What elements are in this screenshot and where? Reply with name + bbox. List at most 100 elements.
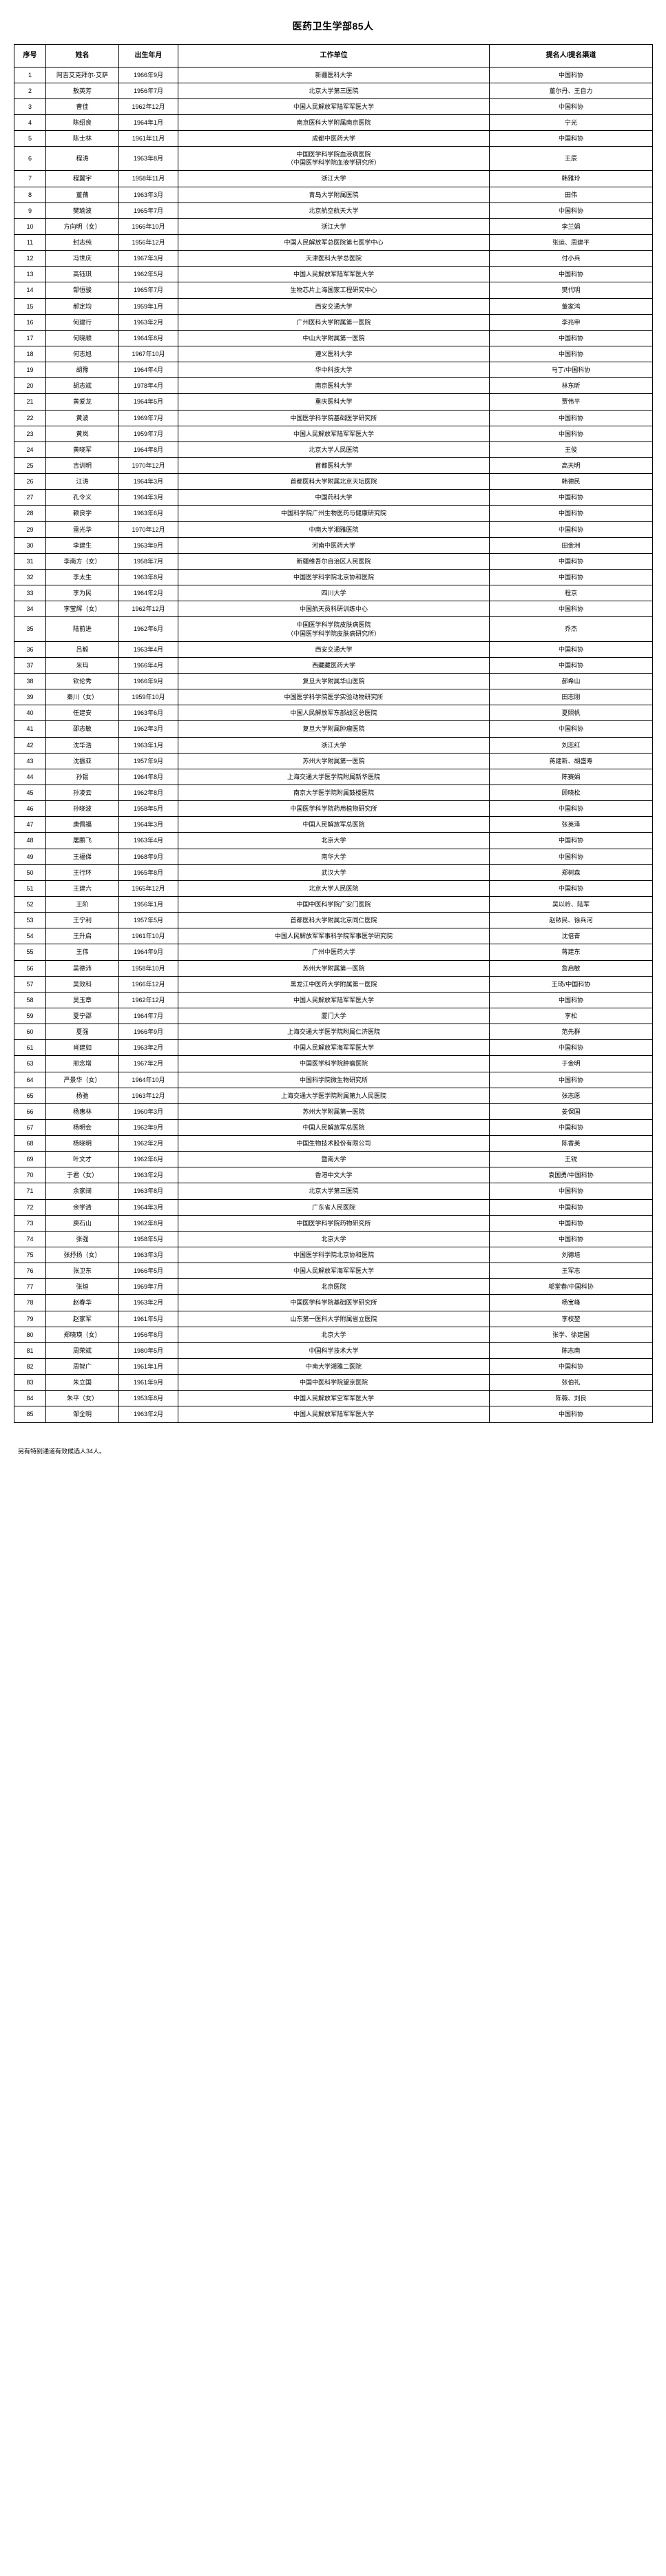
table-row: 35 陆前进 1962年6月 中国医学科学院皮肤病医院 （中国医学科学院皮肤病研究所）乔…: [14, 616, 653, 642]
table-row: 72 余学清 1964年3月 广东省人民医院 中国科协: [14, 1198, 653, 1216]
cell-birth: 1964年1月: [118, 114, 178, 132]
cell-birth: 1959年10月: [118, 689, 178, 706]
cell-birth: 1967年3月: [118, 250, 178, 267]
cell-name: 孔令义: [45, 489, 119, 506]
cell-index: 51: [14, 880, 46, 897]
table-row: 52 王阶 1956年1月 中国中医科学院广安门医院 吴以岭、陆军: [14, 895, 653, 913]
cell-name: 吴玉章: [45, 991, 119, 1008]
cell-name: 夏强: [45, 1024, 119, 1041]
cell-name: 余家阔: [45, 1183, 119, 1200]
cell-unit: 广州医科大学附属第一医院: [178, 313, 490, 331]
cell-index: 14: [14, 282, 46, 299]
cell-nominator: 中国科协: [489, 568, 653, 586]
cell-birth: 1961年11月: [118, 130, 178, 147]
cell-unit: 新疆维吾尔自治区人民医院: [178, 552, 490, 570]
cell-name: 李南方（女）: [45, 552, 119, 570]
cell-nominator: 中国科协: [489, 800, 653, 818]
cell-index: 60: [14, 1024, 46, 1041]
cell-index: 56: [14, 959, 46, 977]
cell-nominator: 田志刚: [489, 689, 653, 706]
table-row: 55 王伟 1964年9月 广州中医药大学 蒋建东: [14, 944, 653, 961]
cell-name: 胡豫: [45, 362, 119, 379]
cell-birth: 1963年2月: [118, 1406, 178, 1423]
cell-name: 陆前进: [45, 616, 119, 642]
cell-birth: 1961年1月: [118, 1358, 178, 1375]
cell-name: 吴德沛: [45, 959, 119, 977]
cell-nominator: 韩雅玲: [489, 170, 653, 187]
cell-birth: 1966年5月: [118, 1263, 178, 1280]
table-row: 12 冯世庆 1967年3月 天津医科大学总医院 付小兵: [14, 250, 653, 267]
cell-index: 34: [14, 601, 46, 618]
cell-unit: 成都中医药大学: [178, 130, 490, 147]
cell-birth: 1965年7月: [118, 202, 178, 219]
cell-birth: 1964年8月: [118, 329, 178, 347]
cell-unit: 生物芯片上海国家工程研究中心: [178, 282, 490, 299]
cell-name: 朱立国: [45, 1374, 119, 1391]
cell-nominator: 中国科协: [489, 98, 653, 115]
table-row: 17 何晓顺 1964年8月 中山大学附属第一医院 中国科协: [14, 329, 653, 347]
cell-nominator: 王军志: [489, 1263, 653, 1280]
cell-birth: 1965年12月: [118, 880, 178, 897]
cell-unit: 苏州大学附属第一医院: [178, 752, 490, 769]
cell-birth: 1958年5月: [118, 1230, 178, 1248]
cell-birth: 1958年10月: [118, 959, 178, 977]
cell-index: 7: [14, 170, 46, 187]
cell-name: 程翼宇: [45, 170, 119, 187]
cell-index: 61: [14, 1039, 46, 1057]
table-row: 48 屠鹏飞 1963年4月 北京大学 中国科协: [14, 832, 653, 849]
cell-birth: 1966年12月: [118, 975, 178, 993]
cell-name: 孙凌云: [45, 784, 119, 802]
cell-birth: 1963年3月: [118, 186, 178, 203]
cell-index: 63: [14, 1055, 46, 1072]
cell-unit: 华中科技大学: [178, 362, 490, 379]
cell-name: 严景华（女）: [45, 1071, 119, 1088]
table-row: 68 杨晓明 1962年2月 中国生物技术股份有限公司 陈香美: [14, 1135, 653, 1152]
cell-birth: 1964年2月: [118, 585, 178, 602]
cell-index: 84: [14, 1390, 46, 1407]
table-row: 20 胡志斌 1978年4月 南京医科大学 林东昕: [14, 377, 653, 395]
cell-name: 吉训明: [45, 457, 119, 475]
cell-unit: 北京大学第三医院: [178, 82, 490, 99]
cell-name: 郝定均: [45, 298, 119, 315]
cell-index: 50: [14, 864, 46, 881]
cell-nominator: 中国科协: [489, 329, 653, 347]
cell-birth: 1956年8月: [118, 1326, 178, 1343]
cell-nominator: 田金洲: [489, 537, 653, 554]
table-row: 39 秦川（女） 1959年10月 中国医学科学院医学实验动物研究所 田志刚: [14, 689, 653, 706]
table-row: 79 赵家军 1961年5月 山东第一医科大学附属省立医院 李校堃: [14, 1310, 653, 1327]
cell-nominator: 李兰娟: [489, 218, 653, 236]
table-row: 25 吉训明 1970年12月 首都医科大学 高天明: [14, 457, 653, 475]
cell-index: 49: [14, 848, 46, 865]
cell-nominator: 中国科协: [489, 1406, 653, 1423]
cell-unit: 中国人民解放军军事科学院军事医学研究院: [178, 928, 490, 945]
cell-unit: 中国科学院广州生物医药与健康研究院: [178, 505, 490, 522]
cell-nominator: 樊代明: [489, 282, 653, 299]
table-row: 34 李莹辉（女） 1962年12月 中国航天员科研训练中心 中国科协: [14, 601, 653, 618]
cell-birth: 1963年2月: [118, 1294, 178, 1311]
table-row: 70 于君（女） 1963年2月 香港中文大学 袁国勇/中国科协: [14, 1167, 653, 1184]
table-row: 15 郝定均 1959年1月 西安交通大学 董家鸿: [14, 298, 653, 315]
cell-unit: 浙江大学: [178, 218, 490, 236]
table-row: 16 何建行 1963年2月 广州医科大学附属第一医院 李兆申: [14, 313, 653, 331]
cell-nominator: 张志愿: [489, 1087, 653, 1104]
cell-name: 阿吉艾克拜尔·艾萨: [45, 66, 119, 83]
cell-name: 郑晓瑛（女）: [45, 1326, 119, 1343]
cell-nominator: 中国科协: [489, 202, 653, 219]
cell-name: 王阶: [45, 895, 119, 913]
column-header-unit: 工作单位: [178, 44, 490, 67]
cell-index: 41: [14, 720, 46, 738]
cell-unit: 香港中文大学: [178, 1167, 490, 1184]
cell-birth: 1964年8月: [118, 768, 178, 785]
cell-unit: 苏州大学附属第一医院: [178, 1103, 490, 1120]
cell-birth: 1963年4月: [118, 641, 178, 658]
cell-birth: 1963年2月: [118, 1039, 178, 1057]
cell-unit: 中国药科大学: [178, 489, 490, 506]
cell-index: 15: [14, 298, 46, 315]
table-row: 81 周荣斌 1980年5月 中国科学技术大学 陈志南: [14, 1342, 653, 1360]
cell-birth: 1962年12月: [118, 98, 178, 115]
table-row: 19 胡豫 1964年4月 华中科技大学 马丁/中国科协: [14, 362, 653, 379]
cell-birth: 1968年9月: [118, 848, 178, 865]
cell-birth: 1963年12月: [118, 1087, 178, 1104]
table-row: 53 王宁利 1957年5月 首都医科大学附属北京同仁医院 赵铱民、徐兵河: [14, 912, 653, 929]
cell-name: 赵家军: [45, 1310, 119, 1327]
